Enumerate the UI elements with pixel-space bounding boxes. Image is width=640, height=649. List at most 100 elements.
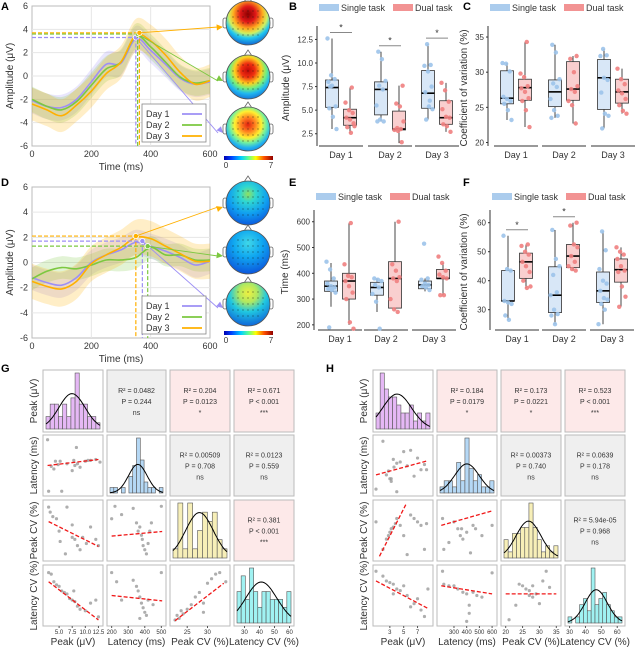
data-point [395, 128, 401, 134]
y-tick-label: 200 [297, 321, 311, 330]
scatter-point [465, 530, 469, 534]
scatter-point [480, 595, 484, 599]
data-point [446, 99, 451, 104]
scatter-point [88, 601, 93, 605]
electrode [237, 134, 239, 136]
cell-background [500, 434, 562, 497]
electrode [247, 116, 249, 118]
box [614, 258, 628, 283]
data-point [374, 103, 379, 108]
scatter-point [224, 580, 228, 584]
scatter-point [72, 589, 76, 593]
scatter-point [374, 487, 378, 491]
electrode [237, 309, 239, 311]
scatter-point [415, 597, 420, 601]
scatter-point [480, 534, 484, 538]
series-band [32, 23, 210, 123]
regression-line [111, 594, 163, 602]
data-point [502, 101, 507, 107]
significance-label: ns [591, 540, 599, 547]
box [548, 266, 562, 313]
electrode [247, 208, 249, 210]
arrowhead-icon [216, 252, 223, 259]
data-point [572, 259, 577, 265]
y-tick-label: -6 [20, 141, 28, 151]
column-label: Peak CV (%) [502, 637, 560, 648]
histogram-cell [500, 499, 562, 562]
histogram-bar [265, 591, 271, 624]
histogram-bar [524, 527, 530, 559]
x-tick-label: 300 [123, 630, 134, 636]
electrode [242, 214, 244, 216]
column-label: Latency (ms) [438, 637, 496, 648]
data-point [425, 69, 431, 74]
electrode [242, 208, 244, 210]
topomap [222, 224, 274, 275]
electrode [232, 245, 234, 247]
legend [141, 295, 207, 335]
data-point [597, 266, 602, 272]
y-axis-label: Time (ms) [280, 250, 291, 295]
panel-b: B Single task Dual task 2.5 5.0 7.5 10.0 12.5 Am… [281, 1, 459, 160]
data-point [548, 293, 553, 298]
y-tick-label: 2 [23, 48, 28, 58]
column-label: Peak (μV) [51, 637, 96, 648]
electrode [242, 34, 244, 36]
scatter-point [467, 603, 471, 607]
significance-star: * [435, 28, 439, 38]
legend-swatch [316, 193, 336, 200]
data-point [569, 103, 575, 108]
histogram-cell [169, 499, 231, 562]
data-point [327, 106, 332, 111]
correlation-cell: R² = 0.00373 P = 0.740 ns [500, 434, 562, 497]
p-value: P = 0.708 [185, 464, 215, 471]
scatter-point [119, 598, 124, 602]
histogram-bar [278, 599, 283, 624]
correlation-cell: R² = 0.523 P < 0.001 *** [564, 369, 626, 433]
y-axis-label: Amplitude (μV) [5, 229, 16, 295]
scatter-point [465, 592, 469, 596]
histogram-bar [594, 604, 600, 624]
electrode [257, 70, 259, 72]
scatter-cell [42, 564, 104, 627]
scatter-point [398, 523, 402, 527]
electrode [237, 28, 239, 30]
histogram-bar [236, 591, 242, 624]
scatter-point [110, 517, 114, 521]
colorbar-max: 7 [269, 336, 274, 345]
y-tick-label: 30 [475, 68, 484, 77]
electrode [257, 190, 259, 192]
scatter-point [149, 521, 154, 525]
data-point [375, 119, 380, 124]
scatter-point [119, 512, 124, 517]
legend-swatch [319, 4, 339, 11]
electrode [237, 297, 239, 299]
cell-background [233, 434, 295, 497]
normal-fit-curve [45, 393, 101, 426]
significance-label: ns [133, 410, 141, 417]
histogram-bar [139, 459, 145, 494]
correlation-cell: R² = 0.173 P = 0.0221 * [500, 369, 562, 433]
histogram-bar [261, 591, 267, 624]
scatter-point [405, 552, 409, 557]
scatter-point [175, 613, 179, 617]
data-point [616, 88, 621, 93]
electrode [257, 28, 259, 30]
electrode [252, 208, 254, 210]
data-point [329, 287, 335, 293]
electrode [257, 315, 259, 317]
scatter-point [75, 462, 80, 466]
electrode [247, 10, 249, 12]
data-point [619, 91, 625, 96]
x-tick-label: 3 [388, 630, 392, 636]
y-tick-label: 20 [475, 138, 484, 147]
data-point [380, 87, 385, 92]
electrode [232, 251, 234, 253]
data-point [551, 307, 557, 312]
electrode [247, 291, 249, 293]
electrode [257, 202, 259, 204]
data-point [504, 266, 510, 272]
y-tick-label: 0 [23, 71, 28, 81]
data-point [571, 69, 577, 75]
scatter-point [541, 579, 545, 583]
